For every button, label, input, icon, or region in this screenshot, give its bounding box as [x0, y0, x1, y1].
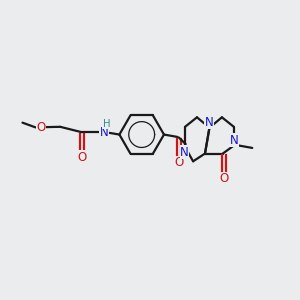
Text: O: O: [220, 172, 229, 185]
Text: H: H: [103, 119, 110, 129]
Text: N: N: [100, 126, 108, 139]
Text: O: O: [174, 156, 184, 169]
Text: O: O: [36, 121, 46, 134]
Text: N: N: [180, 146, 189, 159]
Text: O: O: [77, 151, 86, 164]
Text: N: N: [230, 134, 239, 147]
Text: N: N: [205, 116, 214, 129]
